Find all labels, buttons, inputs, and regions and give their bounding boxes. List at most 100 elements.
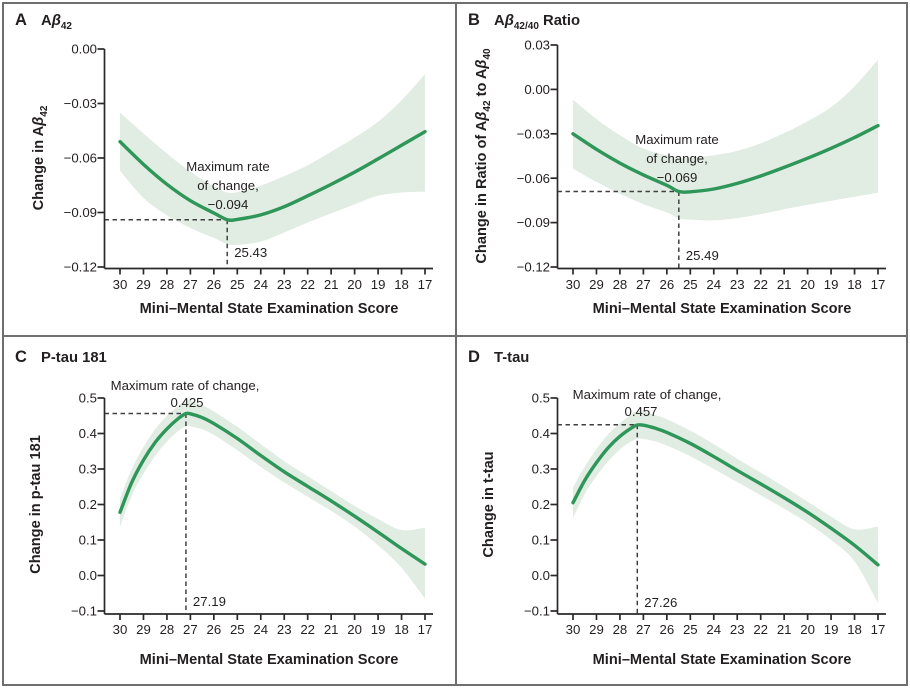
panel-letter: B [468,11,480,29]
max-rate-annotation: Maximum rate of change, [573,387,722,402]
x-tick-label: 19 [824,277,839,292]
x-tick-label: 17 [871,277,886,292]
x-tick-label: 17 [871,622,886,637]
x-tick-label: 27 [636,277,651,292]
x-tick-label: 18 [847,622,862,637]
max-rate-mmse-label: 27.26 [644,595,677,610]
x-axis-title: Mini–Mental State Examination Score [140,301,399,317]
y-tick-label: 0.00 [524,82,550,97]
panel-d-ttau-chart: 0.5 0.4 0.3 0.2 0.1 0.0 −0.1 30 29 28 27 26 25 24 23 22… [468,348,886,668]
y-tick-label: −0.09 [64,205,97,220]
panel-title: P-tau 181 [41,350,107,366]
panel-divider-horizontal [4,335,906,337]
x-tick-label: 20 [800,277,815,292]
y-tick-label: 0.0 [532,568,550,583]
y-tick-label: 0.3 [79,462,97,477]
y-tick-label: 0.00 [71,42,97,57]
x-tick-label: 20 [800,622,815,637]
x-tick-label: 25 [683,622,698,637]
x-tick-label: 30 [113,622,128,637]
x-tick-label: 29 [136,277,151,292]
panel-letter: A [15,11,27,29]
x-tick-label: 29 [589,622,604,637]
max-rate-mmse-label: 25.43 [234,245,267,260]
y-tick-label: 0.4 [79,426,97,441]
y-axis-title: Change in Aβ42 [31,105,50,210]
panel-b-ab42-40-ratio-chart: 0.03 0.00 −0.03 −0.06 −0.09 −0.12 30 29 28 27 26 25… [468,11,886,317]
panel-title: T-tau [494,350,529,366]
max-rate-annotation: 0.457 [624,404,657,419]
panel-letter: C [15,348,27,366]
x-tick-label: 22 [753,622,768,637]
panel-divider-vertical [455,4,457,684]
x-tick-label: 19 [824,622,839,637]
x-tick-label: 20 [347,622,362,637]
y-tick-label: 0.0 [79,568,97,583]
y-tick-label: 0.2 [79,497,97,512]
max-rate-annotation: Maximum rate of change, [111,378,260,393]
y-tick-label: −0.12 [517,260,550,275]
x-tick-label: 27 [183,622,198,637]
y-tick-label: 0.4 [532,426,550,441]
x-tick-label: 27 [636,622,651,637]
y-tick-label: 0.5 [79,391,97,406]
x-tick-label: 28 [160,622,175,637]
confidence-band [573,410,878,604]
x-tick-label: 20 [347,277,362,292]
confidence-band [573,59,878,221]
x-tick-label: 19 [371,277,386,292]
x-tick-label: 25 [230,277,245,292]
x-tick-label: 28 [613,277,628,292]
panel-c-ptau181-chart: 0.5 0.4 0.3 0.2 0.1 0.0 −0.1 30 29 28 27 26 25 24 23 22… [15,348,433,668]
x-tick-label: 28 [613,622,628,637]
x-tick-label: 26 [660,277,675,292]
y-axis-title: Change in p-tau 181 [28,435,44,574]
x-tick-label: 24 [706,622,721,637]
y-axis-title: Change in Ratio of Aβ42 to Aβ40 [474,48,493,264]
max-rate-annotation: 0.425 [170,395,203,410]
x-tick-label: 24 [706,277,721,292]
y-tick-label: 0.1 [79,533,97,548]
max-rate-annotation: Maximum rate [635,132,719,147]
panel-a-ab42-chart: 0.00 −0.03 −0.06 −0.09 −0.12 30 29 28 27 26 25 24 23… [15,11,433,317]
x-axis-title: Mini–Mental State Examination Score [593,301,852,317]
x-tick-label: 22 [300,622,315,637]
y-tick-label: 0.5 [532,391,550,406]
y-tick-label: −0.09 [517,215,550,230]
x-tick-label: 27 [183,277,198,292]
x-tick-label: 22 [300,277,315,292]
x-tick-label: 25 [683,277,698,292]
x-tick-label: 21 [777,277,792,292]
y-tick-label: −0.06 [517,171,550,186]
x-tick-label: 23 [730,277,745,292]
x-tick-label: 28 [160,277,175,292]
x-axis-title: Mini–Mental State Examination Score [140,652,399,668]
y-tick-label: 0.3 [532,462,550,477]
panel-letter: D [468,348,480,366]
max-rate-annotation: of change, [646,151,708,166]
x-tick-label: 17 [418,622,433,637]
max-rate-annotation: −0.069 [657,170,698,185]
fitted-curve [118,411,427,566]
x-tick-label: 18 [847,277,862,292]
x-tick-label: 21 [324,622,339,637]
y-tick-label: −0.03 [64,96,97,111]
x-tick-label: 17 [418,277,433,292]
x-tick-label: 30 [566,622,581,637]
x-tick-label: 23 [277,277,292,292]
fitted-curve [118,129,427,223]
x-tick-label: 29 [136,622,151,637]
x-tick-label: 21 [777,622,792,637]
max-rate-annotation: −0.094 [208,197,249,212]
x-tick-label: 26 [207,277,222,292]
panel-title: Aβ42 [41,13,72,32]
x-tick-label: 25 [230,622,245,637]
y-tick-label: −0.1 [71,604,97,619]
fitted-curve [571,123,880,194]
x-tick-label: 19 [371,622,386,637]
max-rate-mmse-label: 25.49 [686,248,719,263]
y-tick-label: −0.12 [64,260,97,275]
y-tick-label: −0.06 [64,151,97,166]
x-tick-label: 26 [660,622,675,637]
